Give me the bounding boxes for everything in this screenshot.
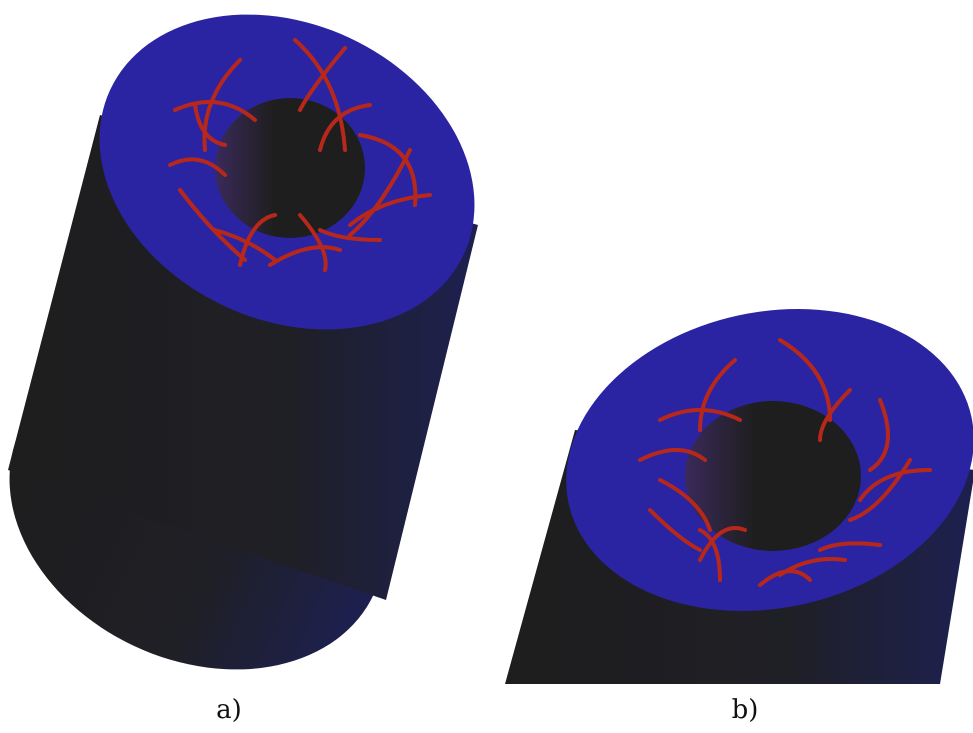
cylinder-a xyxy=(0,0,526,729)
panel-label: a) xyxy=(216,695,242,725)
cylinder-b xyxy=(505,272,973,684)
figure: a) b) xyxy=(0,0,973,733)
panel-label: b) xyxy=(732,695,759,725)
